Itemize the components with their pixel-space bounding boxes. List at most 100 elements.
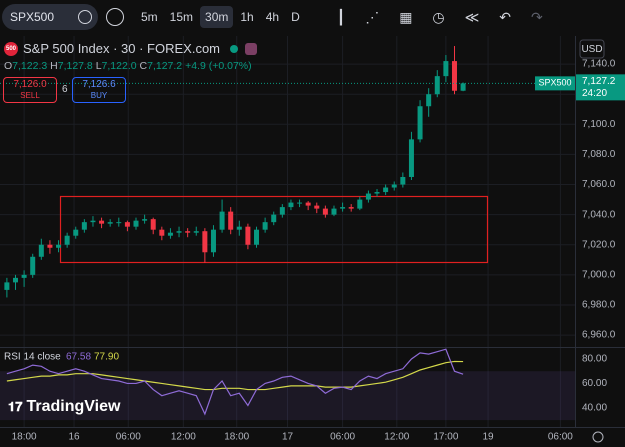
y-tick-label: 6,980.0: [582, 300, 616, 311]
flag-icon[interactable]: [245, 42, 258, 55]
candle-body: [443, 61, 449, 77]
compare-icon[interactable]: [106, 8, 124, 26]
candle-body: [434, 76, 440, 95]
candle-body: [365, 193, 371, 200]
ohlc-key: O: [4, 60, 13, 72]
candle-body: [73, 229, 79, 236]
interval-button[interactable]: 30m: [200, 6, 234, 28]
candle-body: [30, 256, 36, 275]
rsi-line: [6, 348, 464, 416]
candle-body: [81, 222, 87, 230]
candle-body: [236, 226, 242, 230]
symbol-tag-text: SPX500: [538, 78, 571, 88]
y-tick-label: 7,020.0: [582, 239, 616, 250]
buy-button[interactable]: 7,126.6 BUY: [72, 77, 126, 103]
candle-body: [245, 226, 251, 245]
candle-body: [90, 220, 96, 223]
candle-body: [107, 222, 113, 224]
candle-body: [400, 176, 406, 185]
rsi-value: 67.58: [66, 352, 91, 363]
redo-icon[interactable]: ↷: [531, 8, 543, 25]
settings-icon[interactable]: [592, 431, 604, 443]
intervals: 5m 15m 30m 1h 4h D: [136, 6, 307, 28]
symbol-tag: [535, 76, 575, 91]
layouts-icon[interactable]: ▦: [399, 8, 413, 25]
ohlc-value: 7,122.3: [12, 60, 48, 72]
candle-body: [4, 282, 10, 290]
candle-body: [305, 202, 311, 206]
ohlc-key: H: [50, 60, 58, 72]
rsi-ma-value: 77.90: [94, 352, 119, 363]
legend-title: S&P 500 Index · 30 · FOREX.com: [23, 41, 221, 56]
replay-icon[interactable]: ≪: [464, 8, 480, 25]
ohlc-value: 7,122.0: [101, 60, 137, 72]
candle-body: [159, 229, 165, 236]
candle-body: [271, 214, 277, 223]
chart-type-icon[interactable]: ┃: [336, 8, 346, 25]
interval-button[interactable]: 1h: [240, 10, 254, 24]
candle-body: [228, 211, 234, 230]
candle-body: [116, 222, 122, 224]
interval-button[interactable]: 15m: [169, 10, 194, 24]
x-tick-label: 17: [282, 432, 294, 443]
interval-button[interactable]: D: [291, 10, 300, 24]
rsi-band: [0, 371, 575, 421]
candle-body: [150, 219, 156, 230]
toolbar: SPX500 5m 15m 30m 1h 4h D ┃ ⋰ ▦ ◷ ≪ ↶ ↷: [0, 0, 625, 34]
candle-body: [167, 232, 173, 236]
rectangle-drawing: [59, 195, 489, 264]
candle-body: [460, 83, 466, 91]
candle-body: [142, 219, 148, 221]
candle-body: [288, 202, 294, 208]
x-tick-label: 12:00: [384, 432, 409, 443]
alert-icon[interactable]: [78, 10, 92, 24]
tradingview-logo: 𝟏𝟕 TradingView: [8, 398, 121, 415]
candle-body: [408, 139, 414, 177]
y-tick-label: 6,960.0: [582, 330, 616, 341]
legend: 500 S&P 500 Index · 30 · FOREX.com: [4, 41, 258, 56]
buy-price: 7,126.6: [82, 79, 116, 90]
interval-button[interactable]: 5m: [141, 10, 158, 24]
rsi-title: RSI 14 close: [4, 352, 61, 363]
alert-clock-icon[interactable]: ◷: [432, 8, 445, 25]
x-tick-label: 17:00: [433, 432, 458, 443]
currency: USD: [581, 44, 602, 55]
candle-body: [56, 244, 62, 248]
rsi-ma-line: [6, 360, 464, 391]
undo-icon[interactable]: ↶: [499, 8, 512, 25]
candle-body: [210, 229, 216, 253]
candle-body: [262, 222, 268, 230]
candle-body: [297, 202, 303, 204]
candle-body: [322, 208, 328, 215]
ohlc-legend: O7,122.3 H7,127.8 L7,122.0 C7,127.2 +4.9…: [4, 60, 252, 72]
candle-body: [47, 244, 53, 248]
candle-body: [185, 231, 191, 233]
ohlc-key: L: [95, 60, 102, 72]
y-tick-label: 7,080.0: [582, 149, 616, 160]
candle-body: [314, 205, 320, 209]
y-tick-label: 7,140.0: [582, 59, 616, 70]
y-tick-label: 7,040.0: [582, 209, 616, 220]
ohlc-value: 7,127.2: [147, 60, 183, 72]
x-tick-label: 06:00: [548, 432, 573, 443]
candle-body: [348, 207, 354, 209]
price-tag-timer: 24:20: [582, 88, 607, 99]
symbol: SPX500: [10, 10, 55, 24]
x-tick-label: 06:00: [116, 432, 141, 443]
buy-label: BUY: [90, 91, 108, 100]
x-tick-label: 18:00: [12, 432, 37, 443]
sell-button[interactable]: 7,126.0 SELL: [3, 77, 57, 103]
currency-box[interactable]: [579, 39, 605, 59]
candle-body: [124, 222, 130, 227]
status-dot: [230, 44, 239, 53]
candle-body: [193, 231, 199, 233]
rsi-tick-label: 60.00: [582, 378, 607, 389]
interval-button[interactable]: 4h: [265, 10, 280, 24]
sell-price: 7,126.0: [13, 79, 47, 90]
candle-body: [417, 106, 423, 140]
indicators-icon[interactable]: ⋰: [365, 8, 380, 25]
sell-label: SELL: [20, 91, 40, 100]
candle-body: [99, 220, 105, 224]
candle-body: [383, 187, 389, 193]
price-tag: [576, 74, 625, 101]
